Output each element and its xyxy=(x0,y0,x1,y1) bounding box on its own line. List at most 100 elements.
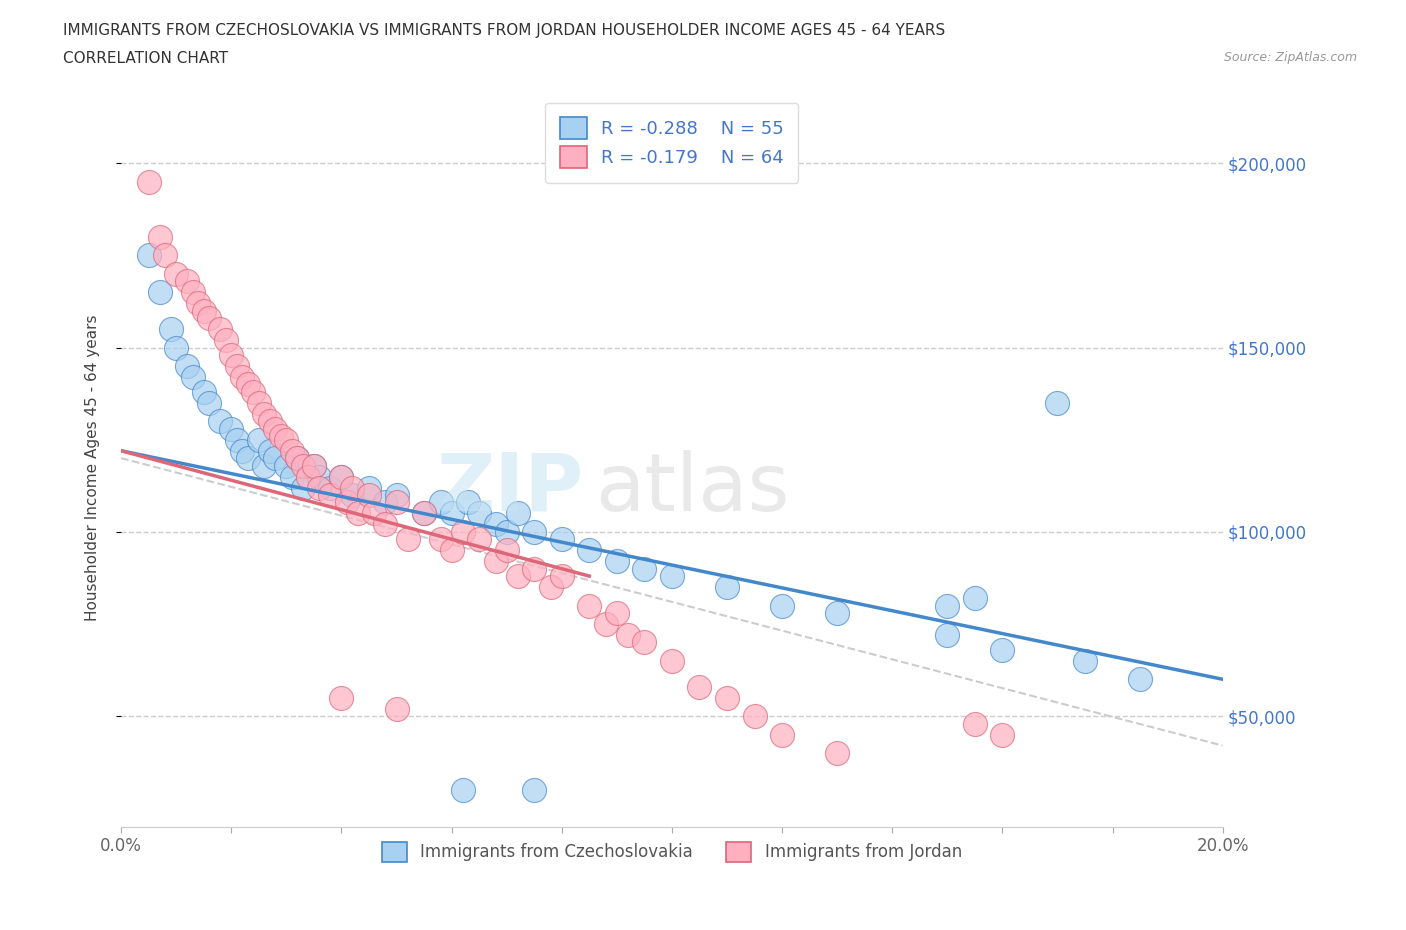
Point xyxy=(468,532,491,547)
Point xyxy=(291,480,314,495)
Point xyxy=(193,384,215,399)
Point xyxy=(165,340,187,355)
Point xyxy=(264,451,287,466)
Point xyxy=(385,487,408,502)
Point xyxy=(633,635,655,650)
Point xyxy=(363,506,385,521)
Point xyxy=(716,690,738,705)
Point xyxy=(176,359,198,374)
Point xyxy=(506,506,529,521)
Point xyxy=(236,451,259,466)
Point xyxy=(429,495,451,510)
Point xyxy=(606,554,628,569)
Point xyxy=(936,628,959,643)
Point xyxy=(153,248,176,263)
Point xyxy=(578,543,600,558)
Point xyxy=(606,605,628,620)
Point xyxy=(825,746,848,761)
Point xyxy=(198,311,221,325)
Point xyxy=(181,285,204,299)
Point xyxy=(936,598,959,613)
Point xyxy=(551,568,574,583)
Point xyxy=(247,432,270,447)
Point xyxy=(523,782,546,797)
Point xyxy=(215,333,238,348)
Text: IMMIGRANTS FROM CZECHOSLOVAKIA VS IMMIGRANTS FROM JORDAN HOUSEHOLDER INCOME AGES: IMMIGRANTS FROM CZECHOSLOVAKIA VS IMMIGR… xyxy=(63,23,945,38)
Point xyxy=(247,395,270,410)
Point xyxy=(523,562,546,577)
Point xyxy=(187,296,209,311)
Point xyxy=(259,444,281,458)
Point xyxy=(440,543,463,558)
Point xyxy=(396,532,419,547)
Point xyxy=(374,517,396,532)
Point xyxy=(209,414,232,429)
Point xyxy=(825,605,848,620)
Point xyxy=(413,506,436,521)
Point xyxy=(1074,654,1097,669)
Point xyxy=(991,727,1014,742)
Point xyxy=(276,432,298,447)
Point xyxy=(149,230,172,245)
Point xyxy=(1046,395,1069,410)
Point xyxy=(253,458,276,473)
Point xyxy=(357,480,380,495)
Point xyxy=(551,532,574,547)
Point xyxy=(281,469,304,484)
Point xyxy=(319,487,342,502)
Point xyxy=(225,432,247,447)
Point xyxy=(342,480,364,495)
Point xyxy=(595,617,617,631)
Point xyxy=(661,568,683,583)
Point xyxy=(219,421,242,436)
Point xyxy=(165,266,187,281)
Point xyxy=(617,628,640,643)
Point xyxy=(236,377,259,392)
Point xyxy=(225,359,247,374)
Point xyxy=(347,506,370,521)
Point xyxy=(149,285,172,299)
Point xyxy=(193,303,215,318)
Point xyxy=(253,406,276,421)
Point xyxy=(319,480,342,495)
Point xyxy=(413,506,436,521)
Point xyxy=(485,517,508,532)
Point xyxy=(342,487,364,502)
Point xyxy=(330,469,353,484)
Point xyxy=(523,525,546,539)
Point xyxy=(209,322,232,337)
Point xyxy=(495,525,517,539)
Point xyxy=(270,429,292,444)
Point xyxy=(540,579,562,594)
Point xyxy=(506,568,529,583)
Point xyxy=(302,458,325,473)
Point xyxy=(429,532,451,547)
Point xyxy=(231,444,253,458)
Point xyxy=(219,348,242,363)
Point xyxy=(181,369,204,384)
Point xyxy=(963,591,986,605)
Text: atlas: atlas xyxy=(595,450,789,528)
Point xyxy=(451,782,474,797)
Point xyxy=(264,421,287,436)
Point xyxy=(1129,671,1152,686)
Point xyxy=(281,444,304,458)
Text: ZIP: ZIP xyxy=(436,450,583,528)
Point xyxy=(495,543,517,558)
Point xyxy=(451,525,474,539)
Point xyxy=(578,598,600,613)
Point xyxy=(385,701,408,716)
Point xyxy=(744,709,766,724)
Point xyxy=(308,469,330,484)
Point xyxy=(138,174,160,189)
Point xyxy=(485,554,508,569)
Point xyxy=(276,458,298,473)
Point xyxy=(661,654,683,669)
Legend: Immigrants from Czechoslovakia, Immigrants from Jordan: Immigrants from Czechoslovakia, Immigran… xyxy=(375,835,969,869)
Point xyxy=(440,506,463,521)
Point xyxy=(231,369,253,384)
Point xyxy=(297,469,319,484)
Point xyxy=(633,562,655,577)
Point xyxy=(336,495,359,510)
Point xyxy=(302,458,325,473)
